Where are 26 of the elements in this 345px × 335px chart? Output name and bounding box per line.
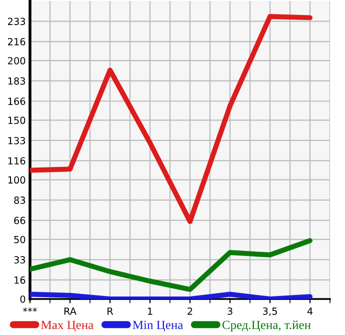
y-tick-label: 16 xyxy=(14,276,26,284)
x-tick-label: 3 xyxy=(228,308,232,315)
legend-label: Сред.Цена, т.йен xyxy=(222,320,311,332)
y-tick-label: 200 xyxy=(8,57,26,64)
y-tick-label: 66 xyxy=(14,216,26,224)
x-tick-label: R xyxy=(108,308,114,315)
y-tick-label: 50 xyxy=(14,236,26,244)
x-tick-label: 1 xyxy=(148,308,152,315)
legend-label: Min Цена xyxy=(132,320,183,332)
x-tick-label: *** xyxy=(23,308,37,312)
legend-label: Max Цена xyxy=(41,320,94,332)
y-tick-label: 116 xyxy=(8,157,26,165)
x-tick-label: 4 xyxy=(307,308,313,315)
y-tick-label: 216 xyxy=(8,38,26,46)
x-tick-label: 2 xyxy=(188,308,192,315)
x-tick-label: RA xyxy=(64,308,76,315)
y-tick-label: 0 xyxy=(20,295,26,303)
y-tick-label: 150 xyxy=(8,116,26,124)
y-tick-label: 166 xyxy=(8,98,26,105)
y-tick-label: 133 xyxy=(8,136,26,144)
x-tick-label: 3,5 xyxy=(263,308,277,316)
y-tick-label: 100 xyxy=(8,176,26,184)
y-tick-label: 183 xyxy=(8,77,26,85)
y-tick-label: 33 xyxy=(14,256,26,264)
y-tick-label: 233 xyxy=(8,18,26,26)
y-tick-label: 83 xyxy=(14,196,26,204)
